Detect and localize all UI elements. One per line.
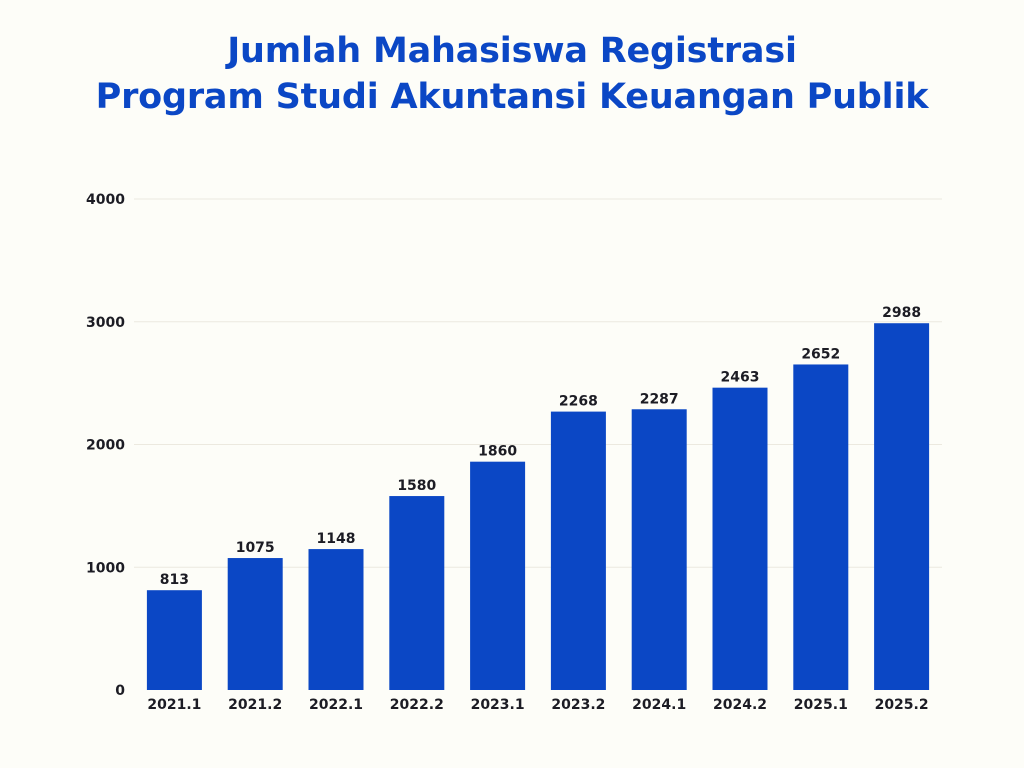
x-tick-label: 2024.2: [713, 697, 767, 713]
bar-2025.2: [874, 323, 930, 690]
data-labels: 813 1075 1148 1580 1860 2268 2287 2463 2652 2988: [160, 305, 921, 588]
y-tick-label: 4000: [86, 192, 125, 208]
y-tick-label: 2000: [86, 438, 125, 454]
y-tick-label: 0: [115, 683, 125, 699]
x-tick-label: 2022.1: [309, 697, 363, 713]
data-label: 813: [160, 572, 189, 588]
bar-2025.1: [793, 364, 849, 690]
bar-2024.2: [712, 387, 768, 690]
data-label: 1148: [317, 531, 356, 547]
chart-title-line-2: Program Studi Akuntansi Keuangan Publik: [95, 77, 929, 117]
chart-title: Jumlah Mahasiswa Registrasi Program Stud…: [0, 28, 1024, 120]
x-tick-label: 2023.1: [471, 697, 525, 713]
data-label: 1860: [478, 444, 517, 460]
x-tick-label: 2023.2: [551, 697, 605, 713]
y-tick-label: 3000: [86, 315, 125, 331]
bars: [146, 323, 930, 690]
x-tick-label: 2021.2: [228, 697, 282, 713]
bar-2021.2: [227, 558, 283, 690]
bar-2023.2: [550, 411, 606, 690]
data-label: 2652: [801, 346, 840, 362]
y-axis-ticks: 0 1000 2000 3000 4000: [86, 192, 125, 699]
data-label: 2988: [882, 305, 921, 321]
x-axis-ticks: 2021.1 2021.2 2022.1 2022.2 2023.1 2023.2 2024…: [147, 697, 928, 713]
bar-2021.1: [146, 590, 202, 690]
bar-2022.2: [389, 496, 445, 690]
bar-2024.1: [631, 409, 687, 690]
data-label: 2287: [640, 391, 679, 407]
data-label: 1075: [236, 540, 275, 556]
x-tick-label: 2021.1: [147, 697, 201, 713]
bar-2022.1: [308, 549, 364, 690]
data-label: 2268: [559, 394, 598, 410]
data-label: 2463: [721, 370, 760, 386]
chart-title-line-1: Jumlah Mahasiswa Registrasi: [227, 31, 797, 71]
x-tick-label: 2024.1: [632, 697, 686, 713]
data-label: 1580: [397, 478, 436, 494]
x-tick-label: 2022.2: [390, 697, 444, 713]
x-tick-label: 2025.1: [794, 697, 848, 713]
bar-2023.1: [470, 461, 526, 690]
x-tick-label: 2025.2: [875, 697, 929, 713]
y-tick-label: 1000: [86, 560, 125, 576]
